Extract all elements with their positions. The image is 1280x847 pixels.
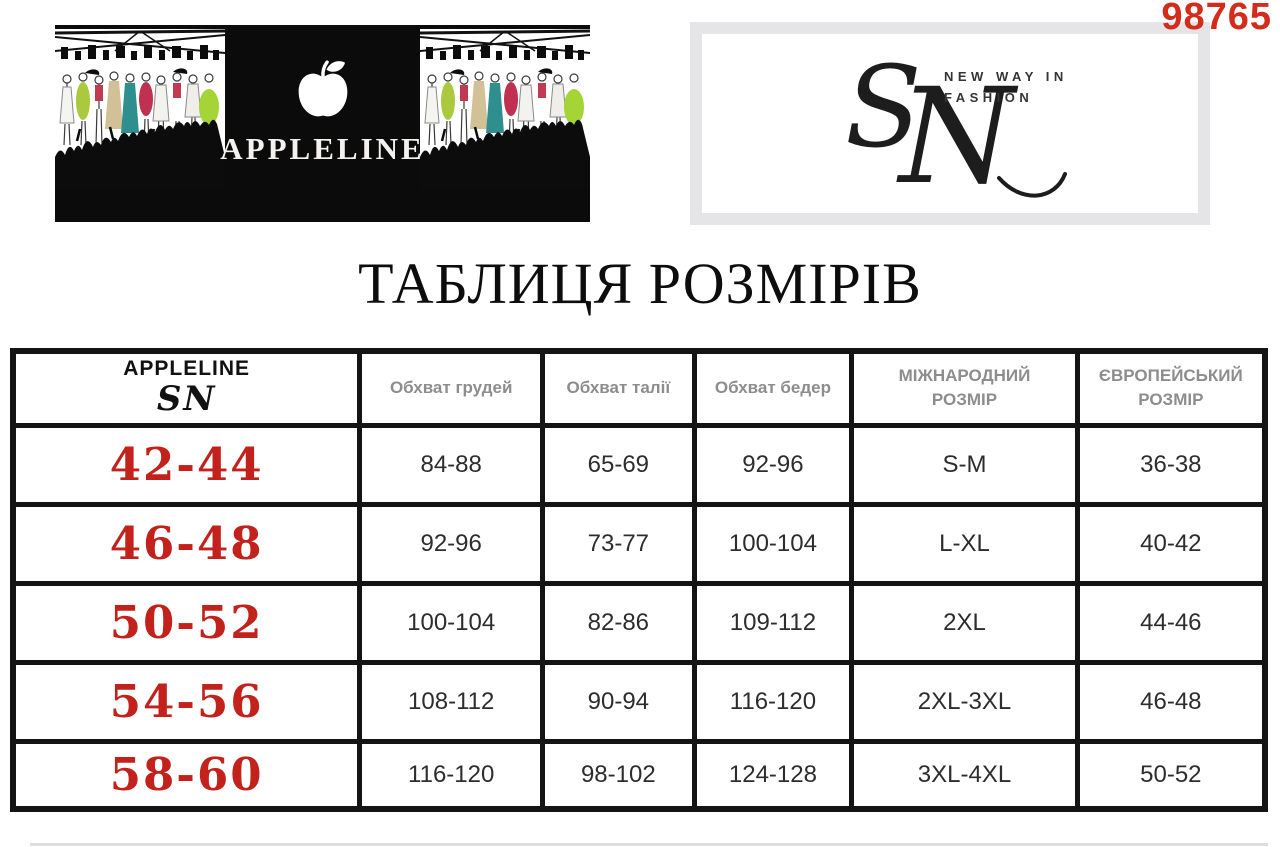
chest-cell: 100-104 — [357, 580, 546, 665]
hips-cell: 100-104 — [691, 501, 855, 586]
sn-tagline: NEW WAY IN FASHION — [944, 66, 1068, 109]
european-cell: 40-42 — [1074, 501, 1268, 586]
table-row: 58-60 116-120 98-102 124-128 3XL-4XL 50-… — [10, 738, 1268, 812]
size-table: APPLELINE SN Обхват грудей Обхват талії … — [10, 348, 1268, 812]
european-cell: 44-46 — [1074, 580, 1268, 665]
waist-cell: 90-94 — [540, 659, 697, 744]
european-cell: 50-52 — [1074, 738, 1268, 812]
brand-header-cell: APPLELINE SN — [10, 348, 363, 428]
chest-cell: 92-96 — [357, 501, 546, 586]
international-cell: S-M — [849, 422, 1080, 507]
column-header-waist-label: Обхват талії — [566, 378, 671, 398]
hips-cell: 124-128 — [691, 738, 855, 812]
hips-cell: 116-120 — [691, 659, 855, 744]
order-number: 98765 — [1161, 0, 1272, 38]
size-cell: 58-60 — [10, 738, 363, 812]
column-header-international: МІЖНАРОДНИЙ РОЗМІР — [849, 348, 1080, 428]
appleline-brand-text: APPLELINE — [220, 131, 425, 166]
waist-cell: 65-69 — [540, 422, 697, 507]
chest-cell: 84-88 — [357, 422, 546, 507]
column-header-hips-label: Обхват бедер — [714, 378, 831, 398]
table-row: 50-52 100-104 82-86 109-112 2XL 44-46 — [10, 580, 1268, 665]
page-title: ТАБЛИЦЯ РОЗМІРІВ — [358, 251, 922, 316]
column-header-european-label: ЄВРОПЕЙСЬКИЙ РОЗМІР — [1098, 366, 1243, 410]
appleline-logo-banner: APPLELINE — [55, 25, 590, 222]
brand-header-line1: APPLELINE — [123, 357, 251, 381]
table-row: 42-44 84-88 65-69 92-96 S-M 36-38 — [10, 422, 1268, 507]
table-bottom-remnant-line — [30, 843, 1268, 846]
column-header-chest: Обхват грудей — [357, 348, 546, 428]
international-cell: 3XL-4XL — [849, 738, 1080, 812]
european-cell: 46-48 — [1074, 659, 1268, 744]
international-cell: 2XL — [849, 580, 1080, 665]
chest-cell: 116-120 — [357, 738, 546, 812]
sn-monogram-n: N — [896, 60, 1019, 214]
table-header-row: APPLELINE SN Обхват грудей Обхват талії … — [10, 348, 1268, 428]
column-header-chest-label: Обхват грудей — [389, 378, 513, 398]
european-cell: 36-38 — [1074, 422, 1268, 507]
international-cell: L-XL — [849, 501, 1080, 586]
hips-cell: 92-96 — [691, 422, 855, 507]
size-cell: 42-44 — [10, 422, 363, 507]
hips-cell: 109-112 — [691, 580, 855, 665]
chest-cell: 108-112 — [357, 659, 546, 744]
sn-tagline-line2: FASHION — [944, 90, 1034, 106]
waist-cell: 98-102 — [540, 738, 697, 812]
column-header-european: ЄВРОПЕЙСЬКИЙ РОЗМІР — [1074, 348, 1268, 428]
sn-monogram-s: S — [845, 43, 922, 173]
brand-header-line2: SN — [156, 379, 217, 420]
column-header-international-label: МІЖНАРОДНИЙ РОЗМІР — [898, 366, 1031, 410]
table-row: 46-48 92-96 73-77 100-104 L-XL 40-42 — [10, 501, 1268, 586]
size-cell: 50-52 — [10, 580, 363, 665]
sn-monogram-icon: S N — [845, 43, 1067, 214]
waist-cell: 73-77 — [540, 501, 697, 586]
column-header-waist: Обхват талії — [540, 348, 697, 428]
size-cell: 54-56 — [10, 659, 363, 744]
size-cell: 46-48 — [10, 501, 363, 586]
column-header-hips: Обхват бедер — [691, 348, 855, 428]
sn-logo-box: S N NEW WAY IN FASHION — [690, 22, 1210, 225]
table-row: 54-56 108-112 90-94 116-120 2XL-3XL 46-4… — [10, 659, 1268, 744]
apple-icon — [55, 58, 590, 127]
waist-cell: 82-86 — [540, 580, 697, 665]
international-cell: 2XL-3XL — [849, 659, 1080, 744]
sn-tagline-line1: NEW WAY IN — [944, 69, 1068, 84]
